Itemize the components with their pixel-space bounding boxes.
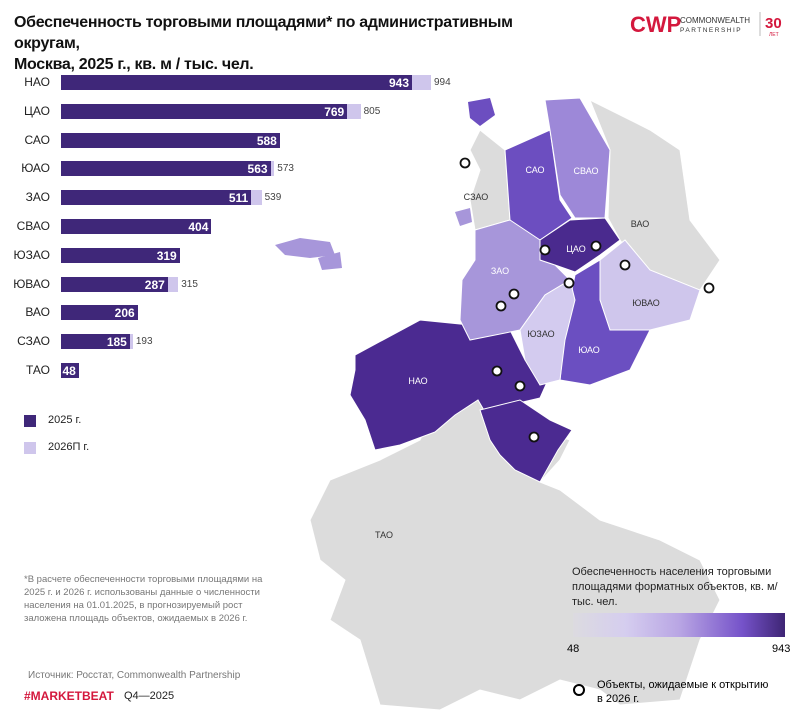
bar-2025 <box>61 103 348 119</box>
value-label-2025: 588 <box>256 133 277 148</box>
new-object-marker <box>491 365 503 377</box>
category-label: СВАО <box>16 219 50 233</box>
district-label: САО <box>525 165 544 175</box>
period: Q4—2025 <box>124 690 175 702</box>
legend-swatch-2026 <box>24 442 36 454</box>
category-label: ЦАО <box>24 103 50 118</box>
new-object-marker <box>539 244 551 256</box>
scale-title: Обеспеченность населения торговыми площа… <box>572 566 778 608</box>
district-label: ЗАО <box>491 266 509 276</box>
value-label-2026: 193 <box>135 336 153 348</box>
marker-legend-icon <box>573 684 585 696</box>
enclave <box>455 208 472 226</box>
category-label: САО <box>24 132 50 147</box>
district-label: ЦАО <box>566 244 585 254</box>
value-label-2025: 769 <box>324 104 345 119</box>
bar-2025 <box>61 276 168 292</box>
category-label: СЗАО <box>17 334 50 349</box>
value-label-2025: 319 <box>156 248 177 263</box>
district-label: ЮАО <box>578 345 600 355</box>
bar-2025 <box>61 132 280 148</box>
chart-title: Обеспеченность торговыми площадями* по а… <box>14 14 513 73</box>
new-object-marker <box>508 288 520 300</box>
category-label: ЮАО <box>21 161 50 176</box>
district-label: НАО <box>408 376 427 386</box>
legend-label-2025: 2025 г. <box>48 414 82 426</box>
bar-2025 <box>61 334 130 350</box>
enclave <box>275 238 335 258</box>
marker-legend-label: Объекты, ожидаемые к открытию в 2026 г. <box>597 679 769 705</box>
bar-2025 <box>61 75 412 90</box>
bar-2025 <box>61 161 271 177</box>
new-object-marker <box>514 380 526 392</box>
new-object-marker <box>459 157 471 169</box>
zelenograd <box>468 98 495 126</box>
value-label-2026: 573 <box>277 163 294 175</box>
district-nao-south <box>479 399 573 483</box>
district-label: ЮВАО <box>632 298 660 308</box>
district-yuzao <box>519 279 576 386</box>
value-label-2026: 994 <box>433 77 451 88</box>
svg-text:COMMONWEALTH: COMMONWEALTH <box>680 16 750 25</box>
value-label-2026: 805 <box>363 105 381 117</box>
district-label: ЮЗАО <box>527 329 554 339</box>
svg-text:PARTNERSHIP: PARTNERSHIP <box>680 27 742 34</box>
category-label: ВАО <box>25 305 50 320</box>
bar-2025 <box>61 247 180 263</box>
footnote: *В расчете обеспеченности торговыми площ… <box>24 574 263 624</box>
legend-swatch-2025 <box>24 415 36 427</box>
category-label: ЮЗАО <box>13 247 50 262</box>
value-label-2025: 563 <box>247 162 268 177</box>
value-label-2025: 206 <box>114 306 135 321</box>
new-object-marker <box>590 240 602 252</box>
svg-text:30: 30 <box>765 15 782 32</box>
value-label-2025: 404 <box>188 220 209 234</box>
new-object-marker <box>495 300 507 312</box>
scale-max: 943 <box>772 643 791 655</box>
value-label-2026: 315 <box>181 278 198 290</box>
value-label-2025: 287 <box>144 277 165 292</box>
district-szao <box>469 129 511 231</box>
source: Источник: Росстат, Commonwealth Partners… <box>28 670 241 681</box>
district-label: ВАО <box>631 219 650 229</box>
bar-2025 <box>61 363 79 378</box>
district-label: СВАО <box>573 166 598 176</box>
legend-label-2026: 2026П г. <box>48 441 90 453</box>
cwp-logo: CWP COMMONWEALTH PARTNERSHIP 30 ЛЕТ <box>630 12 782 38</box>
new-object-marker <box>563 277 575 289</box>
value-label-2026: 539 <box>264 192 282 204</box>
marketbeat-brand: #MARKETBEAT <box>24 689 114 703</box>
district-label: ТАО <box>375 530 393 540</box>
value-label-2025: 48 <box>62 364 76 378</box>
bar-2025 <box>61 305 138 321</box>
new-object-marker <box>619 259 631 271</box>
category-label: ЮВАО <box>13 276 50 291</box>
color-scale <box>573 613 785 637</box>
new-object-marker <box>528 431 540 443</box>
category-label: ТАО <box>25 363 50 377</box>
value-label-2025: 185 <box>106 335 127 350</box>
bar-2025 <box>61 219 212 234</box>
scale-min: 48 <box>567 643 580 655</box>
district-cao <box>539 217 621 273</box>
enclave <box>318 252 342 270</box>
new-object-marker <box>703 282 715 294</box>
value-label-2025: 511 <box>228 191 249 206</box>
district-svao <box>544 97 611 219</box>
district-label: СЗАО <box>464 192 489 202</box>
svg-text:CWP: CWP <box>630 12 681 37</box>
value-label-2025: 943 <box>388 76 409 90</box>
category-label: ЗАО <box>25 190 50 205</box>
category-label: НАО <box>24 75 50 89</box>
bar-2025 <box>61 190 252 206</box>
svg-text:ЛЕТ: ЛЕТ <box>769 32 779 38</box>
